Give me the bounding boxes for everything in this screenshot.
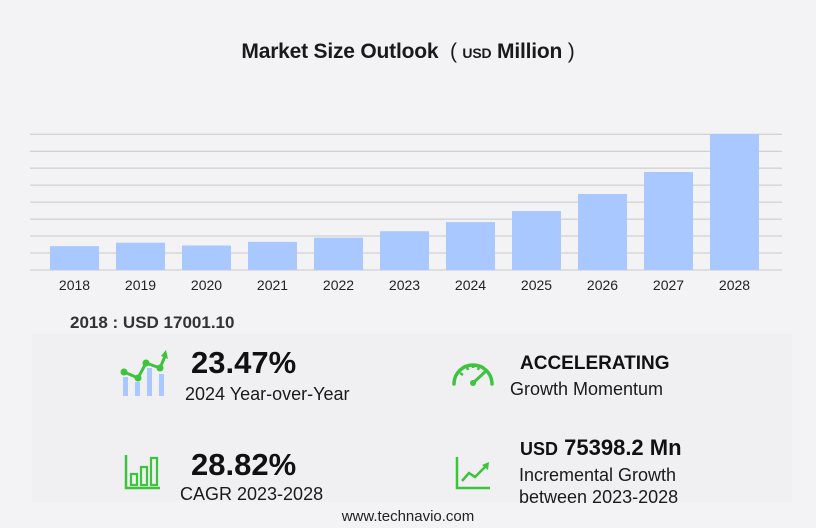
- momentum-label: Growth Momentum: [510, 379, 664, 399]
- x-tick-label: 2023: [389, 277, 420, 293]
- title-currency: USD: [462, 45, 492, 61]
- bar-2018: [50, 246, 99, 270]
- incremental-value: USD 75398.2 Mn: [520, 435, 682, 461]
- yoy-label: 2024 Year-over-Year: [185, 384, 350, 404]
- bar-2020: [182, 245, 231, 270]
- trend-line-icon: [455, 457, 490, 490]
- bar-2019: [116, 242, 165, 270]
- title-unit: ( USD Million ): [449, 40, 575, 63]
- bar-2024: [446, 222, 495, 270]
- x-tick-label: 2027: [653, 277, 684, 293]
- x-tick-label: 2024: [455, 277, 486, 293]
- speedometer-icon: [452, 363, 494, 386]
- incremental-label-line2: between 2023-2028: [519, 487, 679, 507]
- growth-chart-icon: [120, 350, 168, 396]
- chart-title: Market Size Outlook ( USD Million ): [0, 40, 816, 64]
- incremental-label-line1: Incremental Growth: [519, 465, 677, 485]
- title-main: Market Size Outlook: [241, 40, 439, 63]
- bar-chart-icon: [124, 455, 160, 490]
- bar-2025: [512, 211, 561, 270]
- x-tick-label: 2026: [587, 277, 618, 293]
- base-year-note: 2018 : USD 17001.10: [70, 313, 235, 332]
- bar-2028: [710, 134, 759, 270]
- bar-2027: [644, 172, 693, 270]
- incremental-currency: USD: [520, 439, 559, 459]
- momentum-value: ACCELERATING: [520, 353, 670, 374]
- x-tick-label: 2020: [191, 277, 222, 293]
- x-tick-label: 2018: [59, 277, 90, 293]
- x-tick-label: 2019: [125, 277, 156, 293]
- cagr-label: CAGR 2023-2028: [180, 484, 324, 504]
- cagr-value: 28.82%: [191, 447, 297, 482]
- bar-2021: [248, 241, 297, 270]
- x-tick-label: 2025: [521, 277, 552, 293]
- x-tick-label: 2028: [719, 277, 750, 293]
- x-tick-label: 2022: [323, 277, 354, 293]
- market-size-bar-chart: 2018 2019 2020 2021 2022 2023 2024 2025 2026 2027…: [30, 133, 782, 293]
- bar-2023: [380, 231, 429, 270]
- bar-2022: [314, 237, 363, 270]
- bar-2026: [578, 193, 627, 270]
- title-scale: Million: [497, 40, 563, 63]
- yoy-value: 23.47%: [191, 345, 297, 380]
- source-footer: www.technavio.com: [341, 508, 475, 525]
- x-tick-label: 2021: [257, 277, 288, 293]
- incremental-amount: 75398.2 Mn: [564, 435, 682, 460]
- stats-panel: [32, 334, 792, 502]
